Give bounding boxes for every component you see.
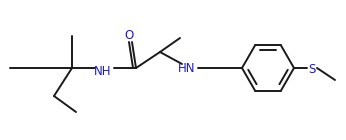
Text: O: O bbox=[124, 29, 134, 41]
Text: S: S bbox=[308, 62, 316, 75]
Text: NH: NH bbox=[94, 65, 112, 78]
Text: HN: HN bbox=[178, 61, 196, 74]
